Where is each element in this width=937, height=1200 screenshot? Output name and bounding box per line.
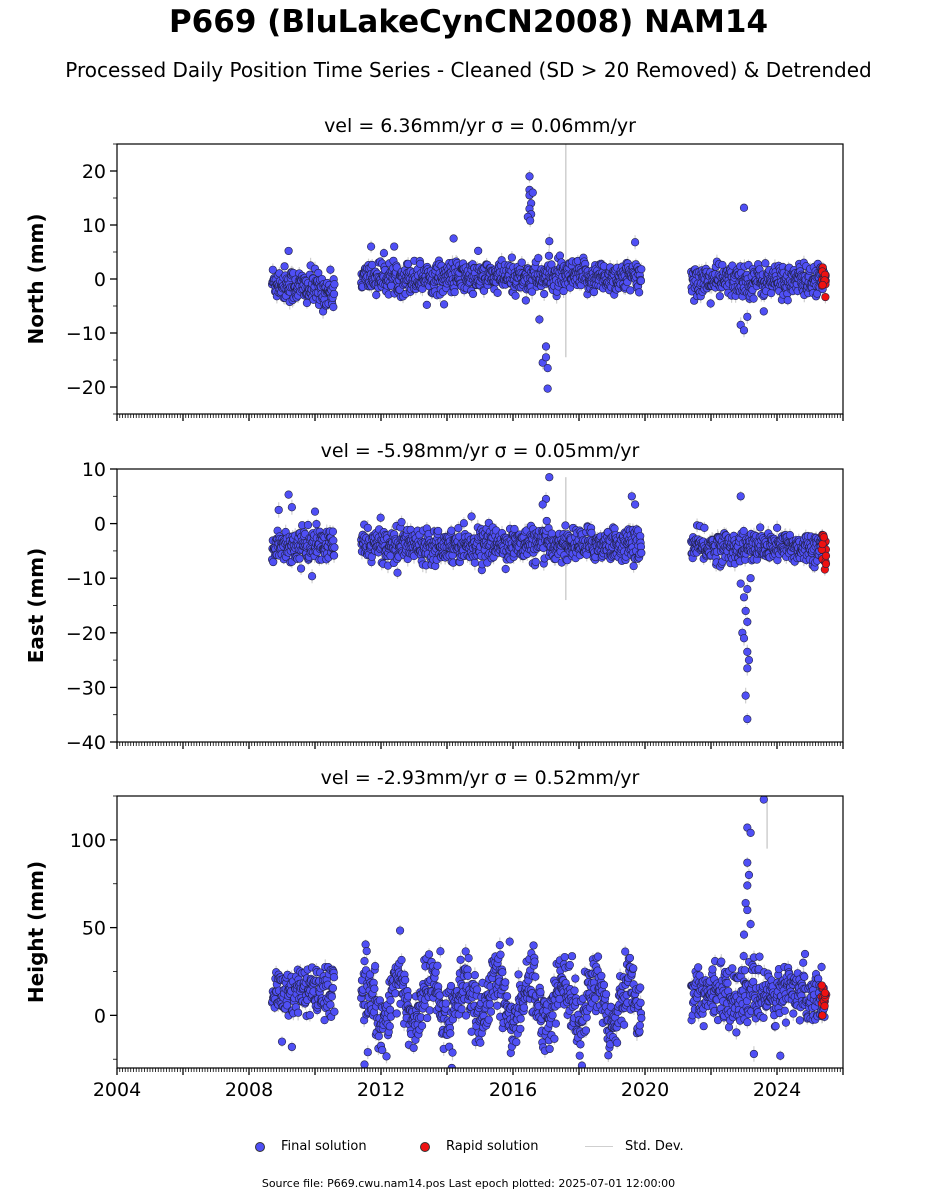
figure-subtitle: Processed Daily Position Time Series - C… xyxy=(65,58,872,82)
data-point xyxy=(637,265,646,274)
data-point xyxy=(470,558,479,567)
rapid-points xyxy=(817,263,830,302)
data-point xyxy=(328,527,338,536)
data-point xyxy=(555,251,565,260)
data-point xyxy=(501,564,510,574)
data-point xyxy=(390,242,399,251)
data-point xyxy=(543,364,552,373)
y-tick-label: 10 xyxy=(82,215,106,237)
data-point xyxy=(367,242,376,251)
data-point xyxy=(467,512,476,521)
data-point xyxy=(439,300,449,309)
y-tick-label: −10 xyxy=(66,323,106,345)
data-point xyxy=(493,288,502,297)
data-point xyxy=(541,353,551,362)
data-point xyxy=(302,298,312,308)
data-point xyxy=(535,315,544,324)
data-point xyxy=(542,516,551,526)
y-axis-label: North (mm) xyxy=(24,213,48,344)
data-point xyxy=(459,519,468,528)
data-point xyxy=(449,234,458,243)
final-points xyxy=(268,172,829,393)
data-point xyxy=(743,312,752,321)
data-point xyxy=(329,289,339,299)
rapid-point xyxy=(818,280,827,290)
data-point xyxy=(330,280,339,289)
data-point xyxy=(528,188,537,197)
data-point xyxy=(312,519,321,529)
data-point xyxy=(526,216,535,225)
data-point xyxy=(527,287,537,296)
data-point xyxy=(543,384,552,393)
data-point xyxy=(525,172,534,181)
data-point xyxy=(749,294,758,303)
data-point xyxy=(715,292,724,301)
data-point xyxy=(416,259,425,268)
data-point xyxy=(329,302,338,312)
data-point xyxy=(329,551,339,560)
data-point xyxy=(447,526,456,535)
data-point xyxy=(269,557,278,567)
data-point xyxy=(422,300,431,309)
y-ticks: −20 −10 0 10 20 xyxy=(66,143,117,415)
data-point xyxy=(296,564,306,573)
data-point xyxy=(379,249,389,258)
data-point xyxy=(544,251,554,260)
final-points xyxy=(268,473,829,724)
data-point xyxy=(280,262,289,271)
plot-area-2 xyxy=(268,472,831,725)
data-point xyxy=(284,246,293,256)
data-point xyxy=(540,289,549,299)
data-point xyxy=(767,289,776,298)
data-point xyxy=(521,296,530,305)
data-point xyxy=(307,572,317,581)
rapid-point xyxy=(821,292,830,302)
data-point xyxy=(479,286,489,295)
x-ticks xyxy=(116,414,844,421)
data-point xyxy=(759,307,768,316)
data-point xyxy=(376,513,385,522)
data-point xyxy=(326,265,335,274)
data-point xyxy=(517,258,526,267)
data-point xyxy=(739,326,749,335)
data-point xyxy=(739,203,749,212)
figure-title: P669 (BluLakeCynCN2008) NAM14 xyxy=(168,4,769,40)
data-point xyxy=(534,253,543,263)
data-point xyxy=(545,237,554,246)
data-point xyxy=(397,518,406,527)
data-point xyxy=(450,287,459,297)
data-point xyxy=(434,526,443,536)
data-point xyxy=(761,259,770,268)
y-tick-label: −20 xyxy=(66,377,106,399)
data-point xyxy=(454,523,463,533)
data-point xyxy=(541,342,551,351)
data-point xyxy=(589,287,599,297)
y-tick-label: 0 xyxy=(94,269,106,291)
data-point xyxy=(783,296,792,305)
data-point xyxy=(303,520,313,530)
data-point xyxy=(295,554,304,563)
data-point xyxy=(329,536,338,545)
data-point xyxy=(330,543,339,552)
data-point xyxy=(636,276,646,285)
panel-1: −20 −10 0 10 20 vel = 6.36mm/yr σ = 0.06mm/yr… xyxy=(24,115,844,421)
data-point xyxy=(363,523,372,533)
data-point xyxy=(468,289,478,299)
data-point xyxy=(372,290,381,300)
data-point xyxy=(507,253,517,262)
panel-title: vel = 6.36mm/yr σ = 0.06mm/yr xyxy=(324,115,636,137)
data-point xyxy=(474,246,483,255)
data-point xyxy=(706,299,715,308)
data-point xyxy=(268,265,277,274)
data-point xyxy=(635,288,644,297)
data-point xyxy=(630,238,640,247)
data-point xyxy=(531,557,540,566)
y-tick-label: 20 xyxy=(82,161,106,183)
data-point xyxy=(511,291,520,300)
plot-area-1 xyxy=(268,144,830,393)
